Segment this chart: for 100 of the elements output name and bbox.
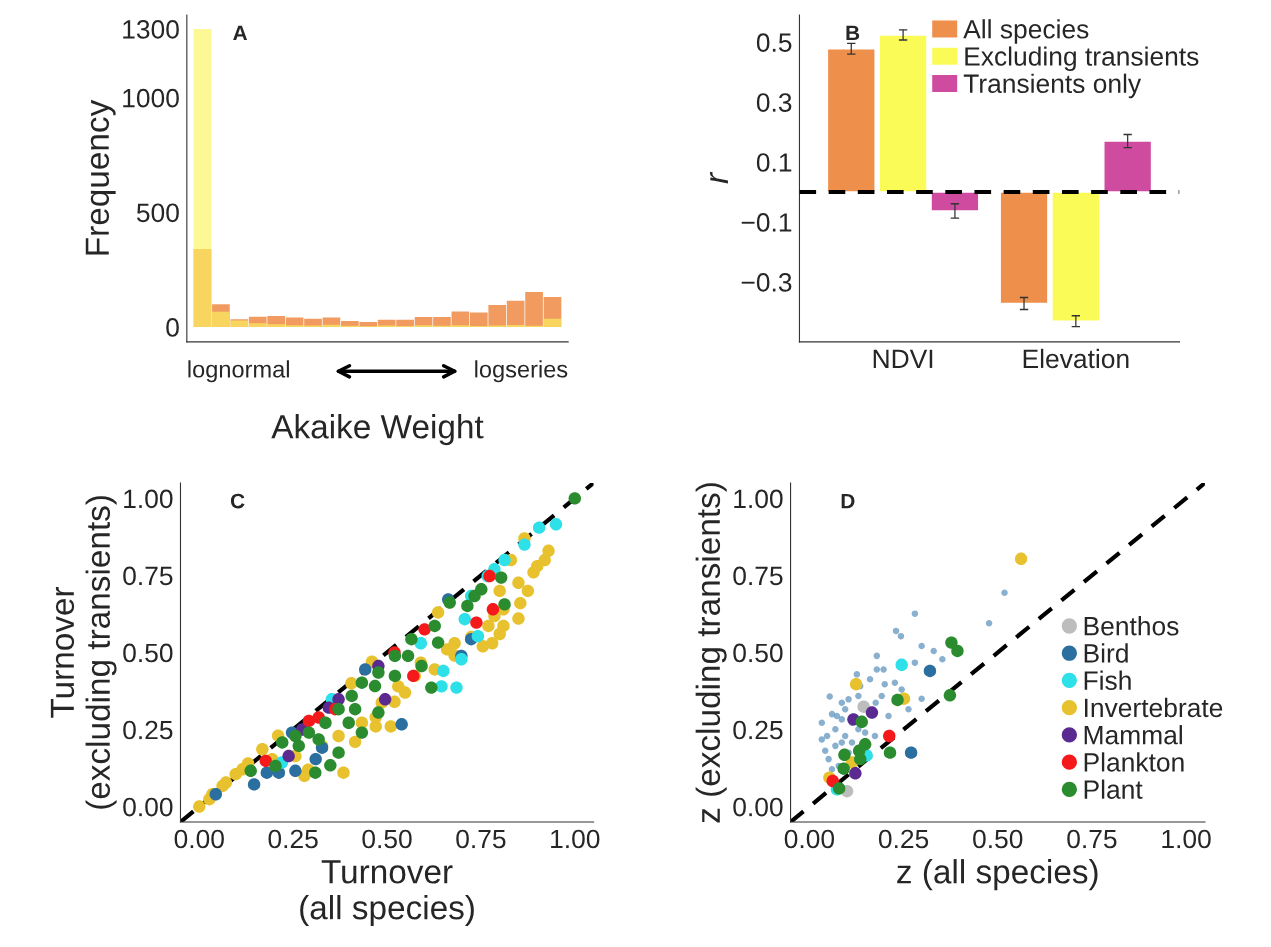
point — [450, 681, 463, 694]
x-tick-label: 1.00 — [1162, 829, 1211, 849]
point — [832, 725, 839, 733]
point — [837, 762, 850, 775]
point — [845, 696, 852, 703]
point — [247, 778, 261, 791]
y-tick-label: 0.3 — [756, 93, 792, 112]
point — [985, 619, 993, 627]
bar — [506, 324, 525, 327]
y-tick-label: 0.1 — [756, 153, 792, 172]
point — [891, 693, 904, 707]
point — [943, 689, 957, 702]
point — [348, 702, 362, 716]
y-axis-title: Turnover (excluding transients) — [50, 496, 117, 809]
point — [833, 712, 841, 720]
point — [468, 589, 481, 603]
point — [355, 676, 369, 689]
point — [825, 755, 832, 763]
x-tick-label: 0.50 — [973, 829, 1023, 849]
point — [549, 518, 563, 531]
point — [904, 746, 918, 759]
point — [425, 681, 438, 694]
point — [332, 729, 345, 743]
point — [891, 679, 899, 686]
point — [256, 743, 269, 756]
point — [302, 726, 316, 739]
x-tick-label: 0.50 — [362, 829, 412, 849]
bar — [248, 323, 267, 327]
y-tick-label: −0.3 — [741, 273, 792, 292]
x-axis-title: Turnover (all species) — [300, 860, 474, 927]
point — [368, 679, 382, 693]
bar — [999, 191, 1049, 305]
point — [861, 729, 869, 736]
bar — [543, 318, 562, 327]
point — [838, 716, 846, 723]
point — [895, 658, 908, 672]
point — [372, 666, 385, 679]
point — [395, 718, 408, 731]
point — [881, 680, 888, 688]
point — [372, 706, 385, 719]
point — [872, 699, 879, 706]
point — [1014, 552, 1028, 565]
bar — [1103, 140, 1153, 193]
point — [309, 752, 322, 766]
legend-label: Fish — [1084, 670, 1131, 690]
point — [414, 637, 428, 650]
point — [345, 677, 358, 690]
point — [193, 800, 206, 813]
point — [818, 719, 826, 727]
point — [289, 729, 302, 743]
point — [568, 492, 581, 505]
point — [378, 693, 392, 706]
point — [392, 680, 405, 693]
point — [355, 726, 369, 739]
legend-label: Benthos — [1084, 616, 1179, 636]
point — [951, 644, 964, 658]
y-tick-label: 500 — [136, 203, 179, 223]
point — [359, 663, 372, 676]
point — [923, 664, 937, 678]
x-tick-label: 0.25 — [268, 829, 318, 849]
point — [939, 656, 946, 663]
point — [905, 705, 912, 713]
point — [841, 705, 849, 713]
annotation: C — [230, 493, 245, 509]
point — [514, 596, 527, 610]
point — [885, 712, 892, 720]
point — [348, 735, 362, 749]
point — [219, 776, 233, 789]
point — [832, 742, 839, 750]
y-axis-title: z (excluding transients) — [695, 483, 727, 823]
point — [482, 619, 495, 633]
x-tick-label: 0.75 — [1067, 829, 1117, 849]
point — [897, 632, 905, 640]
point — [428, 619, 441, 633]
point — [401, 649, 415, 663]
legend-label: Plankton — [1084, 752, 1184, 772]
y-tick-label: 0.5 — [756, 33, 792, 52]
point — [259, 754, 272, 768]
point — [532, 521, 546, 534]
point — [388, 669, 402, 683]
point — [269, 759, 282, 773]
point — [512, 612, 525, 625]
y-tick-label: −0.1 — [741, 213, 792, 232]
point — [838, 699, 846, 706]
legend-label: Invertebrate — [1084, 697, 1223, 718]
point — [883, 746, 897, 759]
y-axis-title: r — [710, 171, 728, 184]
x-tick-label: 0.00 — [784, 829, 835, 849]
point — [415, 659, 428, 673]
point — [276, 736, 289, 749]
annotation: B — [846, 25, 860, 41]
point — [865, 706, 879, 719]
point — [345, 689, 358, 703]
x-tick-label: 0.25 — [878, 829, 929, 849]
y-tick-label: 0.00 — [733, 797, 783, 817]
bar — [826, 48, 876, 193]
bar — [1051, 191, 1101, 322]
y-tick-label: 1.00 — [734, 489, 783, 509]
point — [848, 739, 856, 746]
point — [260, 766, 274, 779]
